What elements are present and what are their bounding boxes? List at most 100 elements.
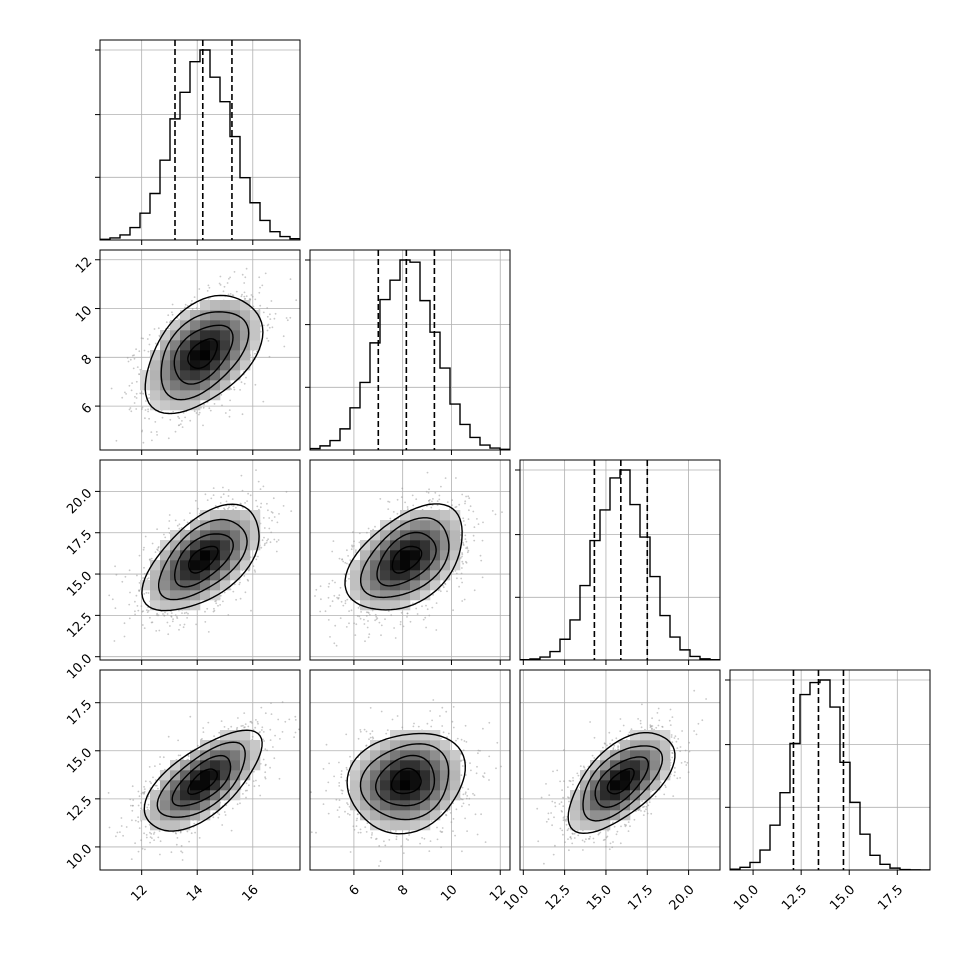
scatter-point bbox=[129, 407, 132, 409]
scatter-point bbox=[195, 307, 198, 309]
scatter-point bbox=[261, 284, 264, 287]
scatter-point bbox=[222, 600, 224, 603]
density-cell bbox=[210, 540, 221, 551]
scatter-point bbox=[406, 506, 409, 508]
scatter-point bbox=[461, 567, 463, 569]
scatter-point bbox=[206, 607, 209, 610]
scatter-point bbox=[227, 508, 229, 510]
scatter-point bbox=[111, 598, 114, 601]
density-cell bbox=[220, 310, 231, 321]
scatter-point bbox=[137, 609, 140, 612]
panel-2-0: 10.012.515.017.520.0 bbox=[64, 459, 301, 682]
density-cell bbox=[240, 540, 251, 551]
scatter-point bbox=[267, 340, 270, 342]
scatter-point bbox=[140, 605, 143, 607]
scatter-point bbox=[146, 609, 148, 611]
scatter-point bbox=[249, 494, 252, 497]
density-cell bbox=[190, 360, 201, 371]
scatter-point bbox=[229, 399, 232, 402]
scatter-point bbox=[451, 499, 453, 501]
scatter-point bbox=[465, 560, 467, 563]
scatter-point bbox=[374, 619, 376, 622]
panel-content bbox=[108, 469, 293, 642]
density-cell bbox=[170, 340, 181, 351]
scatter-point bbox=[141, 430, 143, 433]
scatter-point bbox=[213, 609, 216, 612]
contour-line bbox=[141, 503, 260, 612]
scatter-point bbox=[231, 498, 234, 500]
scatter-point bbox=[270, 531, 273, 534]
scatter-point bbox=[189, 419, 192, 422]
density-cell bbox=[160, 380, 171, 391]
scatter-point bbox=[273, 516, 276, 518]
scatter-point bbox=[346, 562, 348, 565]
scatter-point bbox=[228, 277, 230, 280]
scatter-point bbox=[156, 434, 159, 436]
scatter-point bbox=[165, 321, 168, 324]
density-cell bbox=[240, 520, 251, 531]
scatter-point bbox=[463, 598, 466, 601]
scatter-point bbox=[135, 380, 138, 383]
scatter-point bbox=[194, 499, 197, 502]
scatter-point bbox=[331, 579, 334, 582]
scatter-point bbox=[426, 608, 429, 611]
scatter-point bbox=[262, 400, 265, 403]
density-cell bbox=[190, 390, 201, 401]
density-cell bbox=[190, 590, 201, 601]
scatter-point bbox=[163, 533, 165, 536]
scatter-point bbox=[108, 594, 111, 597]
scatter-point bbox=[376, 617, 379, 620]
scatter-point bbox=[350, 548, 353, 551]
scatter-point bbox=[286, 319, 289, 322]
scatter-point bbox=[154, 421, 157, 423]
scatter-point bbox=[263, 527, 266, 529]
scatter-point bbox=[178, 424, 181, 426]
scatter-point bbox=[128, 384, 131, 387]
density-cell bbox=[200, 320, 211, 331]
scatter-point bbox=[239, 389, 242, 391]
scatter-point bbox=[473, 589, 476, 592]
scatter-point bbox=[232, 294, 235, 297]
scatter-point bbox=[124, 575, 127, 578]
scatter-point bbox=[328, 582, 331, 585]
scatter-point bbox=[363, 623, 366, 625]
scatter-point bbox=[461, 560, 464, 563]
panel-frame bbox=[99, 249, 301, 451]
scatter-point bbox=[133, 357, 136, 360]
scatter-point bbox=[233, 271, 236, 273]
scatter-point bbox=[174, 519, 177, 522]
y-tick-label: 12.5 bbox=[64, 610, 95, 641]
scatter-point bbox=[142, 392, 145, 395]
scatter-point bbox=[233, 386, 235, 389]
scatter-point bbox=[232, 508, 235, 511]
scatter-point bbox=[479, 554, 482, 557]
scatter-point bbox=[476, 518, 478, 520]
density-cell bbox=[170, 370, 181, 381]
scatter-point bbox=[177, 415, 180, 418]
density-cell bbox=[220, 320, 231, 331]
scatter-point bbox=[269, 318, 272, 320]
scatter-point bbox=[219, 604, 222, 606]
scatter-point bbox=[431, 606, 434, 609]
density-cell bbox=[160, 540, 171, 551]
scatter-point bbox=[193, 296, 196, 298]
density-cell bbox=[230, 510, 241, 521]
density-cell bbox=[180, 360, 191, 371]
scatter-point bbox=[232, 590, 235, 593]
scatter-point bbox=[257, 555, 259, 558]
density-cell bbox=[240, 310, 251, 321]
scatter-point bbox=[455, 505, 458, 508]
scatter-point bbox=[439, 590, 442, 593]
scatter-point bbox=[126, 356, 129, 359]
density-cell bbox=[150, 390, 161, 401]
scatter-point bbox=[185, 611, 188, 614]
scatter-point bbox=[132, 367, 135, 370]
density-cell bbox=[250, 330, 261, 341]
scatter-point bbox=[221, 404, 223, 407]
scatter-point bbox=[331, 550, 334, 553]
scatter-point bbox=[182, 626, 185, 629]
scatter-point bbox=[258, 276, 261, 279]
scatter-point bbox=[358, 532, 361, 535]
scatter-point bbox=[157, 549, 159, 552]
scatter-point bbox=[251, 295, 254, 298]
